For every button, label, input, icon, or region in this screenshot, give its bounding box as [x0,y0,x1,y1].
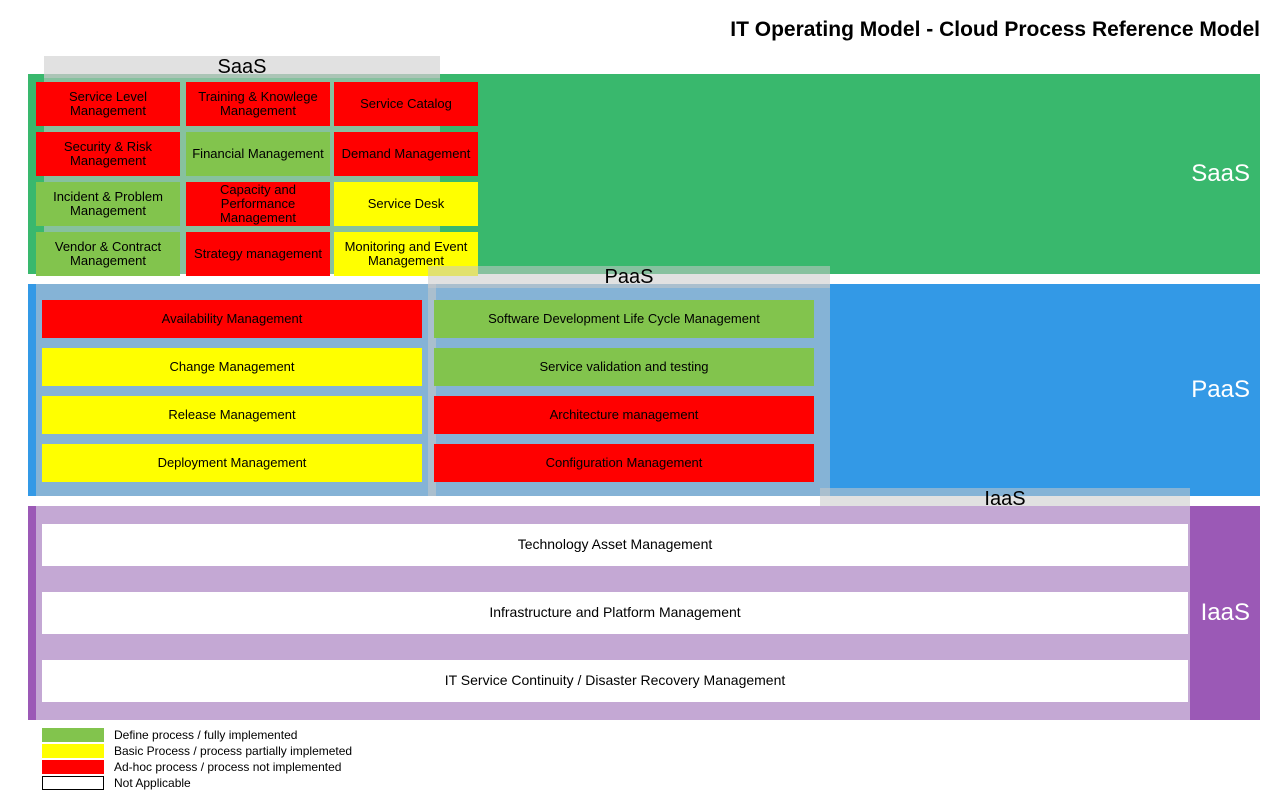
paas-cell: Service validation and testing [434,348,814,386]
page-title: IT Operating Model - Cloud Process Refer… [730,18,1260,42]
legend-swatch [42,776,104,790]
saas-cell: Capacity and Performance Management [186,182,330,226]
legend-row: Define process / fully implemented [42,727,352,743]
saas-cell: Vendor & Contract Management [36,232,180,276]
iaas-cell: Infrastructure and Platform Management [42,592,1188,634]
iaas-layer: IaaS IaaS Technology Asset ManagementInf… [28,506,1260,720]
legend-swatch [42,728,104,742]
legend-swatch [42,744,104,758]
legend-label: Define process / fully implemented [114,728,297,742]
paas-side-label: PaaS [1191,376,1250,404]
iaas-cell: Technology Asset Management [42,524,1188,566]
paas-cell: Availability Management [42,300,422,338]
saas-cell: Financial Management [186,132,330,176]
saas-side-label: SaaS [1191,160,1250,188]
legend-label: Basic Process / process partially implem… [114,744,352,758]
iaas-cell: IT Service Continuity / Disaster Recover… [42,660,1188,702]
paas-cell: Change Management [42,348,422,386]
saas-cell: Strategy management [186,232,330,276]
paas-cell: Software Development Life Cycle Manageme… [434,300,814,338]
saas-cell: Service Desk [334,182,478,226]
legend-label: Ad-hoc process / process not implemented [114,760,341,774]
legend-row: Ad-hoc process / process not implemented [42,759,352,775]
legend-label: Not Applicable [114,776,191,790]
paas-cell: Deployment Management [42,444,422,482]
saas-cell: Training & Knowlege Management [186,82,330,126]
saas-cell: Service Level Management [36,82,180,126]
paas-layer: PaaS PaaS Availability ManagementSoftwar… [28,284,1260,496]
saas-cell: Service Catalog [334,82,478,126]
paas-cell: Architecture management [434,396,814,434]
paas-cell: Configuration Management [434,444,814,482]
legend-swatch [42,760,104,774]
legend-row: Basic Process / process partially implem… [42,743,352,759]
saas-layer: SaaS SaaS Service Level ManagementTraini… [28,74,1260,274]
legend: Define process / fully implemented Basic … [42,727,352,791]
saas-cell: Incident & Problem Management [36,182,180,226]
iaas-side-label: IaaS [1201,599,1250,627]
saas-cell: Demand Management [334,132,478,176]
saas-cell: Security & Risk Management [36,132,180,176]
legend-row: Not Applicable [42,775,352,791]
paas-cell: Release Management [42,396,422,434]
